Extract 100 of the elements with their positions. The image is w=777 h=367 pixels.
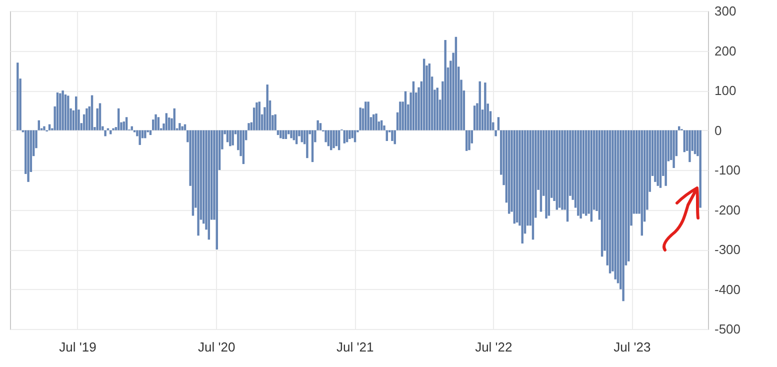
- bar: [38, 120, 40, 130]
- bar: [654, 130, 656, 182]
- bar: [468, 130, 470, 150]
- bar: [465, 130, 468, 151]
- bar: [545, 130, 548, 218]
- y-tick-label: 200: [714, 43, 736, 58]
- bar: [59, 93, 62, 130]
- bar: [513, 130, 516, 224]
- y-tick-label: 0: [714, 122, 722, 138]
- y-tick-label: 300: [714, 4, 736, 18]
- bar: [580, 130, 582, 218]
- bar: [248, 123, 250, 130]
- bar: [614, 130, 616, 280]
- bar: [521, 130, 524, 244]
- bar: [391, 130, 394, 141]
- bar: [600, 130, 604, 257]
- bar: [585, 130, 588, 216]
- y-tick-label: -300: [714, 242, 741, 257]
- bar: [157, 117, 160, 130]
- bar: [484, 82, 486, 130]
- bar: [90, 95, 94, 130]
- bar: [399, 102, 402, 130]
- bar: [138, 130, 141, 145]
- bar: [208, 130, 210, 240]
- bar: [43, 126, 46, 130]
- bar: [508, 130, 510, 214]
- bar: [436, 88, 438, 130]
- bar: [64, 94, 67, 130]
- bar: [311, 130, 314, 162]
- bar: [375, 114, 378, 130]
- bar: [181, 126, 184, 130]
- bar: [380, 120, 383, 130]
- bar: [640, 130, 644, 236]
- bar: [683, 130, 686, 152]
- bar: [454, 36, 458, 130]
- bar: [118, 108, 120, 130]
- bar: [290, 130, 292, 138]
- bar: [274, 114, 276, 130]
- bar: [16, 62, 19, 130]
- bar: [154, 114, 157, 130]
- bar: [672, 130, 675, 168]
- bar: [98, 103, 102, 130]
- bar: [497, 117, 500, 130]
- x-tick-label: Jul '21: [336, 340, 374, 354]
- bar: [130, 126, 133, 130]
- x-tick-label: Jul '23: [614, 340, 651, 354]
- bar: [348, 130, 351, 139]
- bar: [608, 130, 612, 274]
- x-tick-label: Jul '20: [198, 340, 236, 354]
- bar: [282, 130, 284, 139]
- bar: [332, 130, 335, 148]
- bar: [688, 130, 691, 162]
- bar: [372, 114, 375, 130]
- bar: [27, 130, 30, 182]
- bar: [232, 130, 234, 146]
- bar: [561, 130, 564, 210]
- bar: [566, 130, 569, 222]
- bar: [656, 130, 659, 186]
- bar: [558, 130, 561, 208]
- bar: [242, 130, 245, 164]
- bar: [659, 130, 662, 188]
- bar: [422, 58, 426, 130]
- y-tick-label: 100: [714, 83, 736, 98]
- bar: [216, 130, 218, 250]
- bar: [622, 130, 624, 302]
- bar: [104, 130, 106, 136]
- bar: [266, 84, 268, 130]
- y-tick-label: -200: [714, 202, 741, 218]
- bar: [56, 92, 59, 130]
- y-tick-label: -400: [714, 282, 741, 297]
- bar: [173, 108, 176, 130]
- bar: [694, 130, 696, 154]
- bar: [125, 117, 128, 130]
- bar: [178, 123, 181, 130]
- bar: [86, 108, 88, 130]
- bar: [343, 130, 346, 144]
- bar: [478, 81, 481, 130]
- bar: [577, 130, 580, 216]
- bar: [316, 120, 319, 130]
- bar: [678, 126, 680, 130]
- bar: [628, 130, 630, 262]
- bar: [367, 102, 370, 130]
- bar: [165, 113, 168, 130]
- bar: [699, 130, 702, 208]
- bar: [473, 106, 476, 130]
- bar: [258, 102, 260, 130]
- bar: [364, 102, 367, 130]
- bar: [428, 63, 430, 130]
- bar: [324, 130, 327, 142]
- bar: [229, 130, 232, 146]
- bar: [306, 130, 308, 158]
- bar: [319, 123, 322, 130]
- bar: [556, 130, 558, 210]
- bar: [444, 40, 446, 130]
- bar: [197, 130, 200, 236]
- bar: [494, 130, 497, 136]
- bar: [62, 90, 64, 130]
- bar: [144, 130, 146, 138]
- bar: [540, 130, 542, 212]
- bar: [548, 130, 550, 216]
